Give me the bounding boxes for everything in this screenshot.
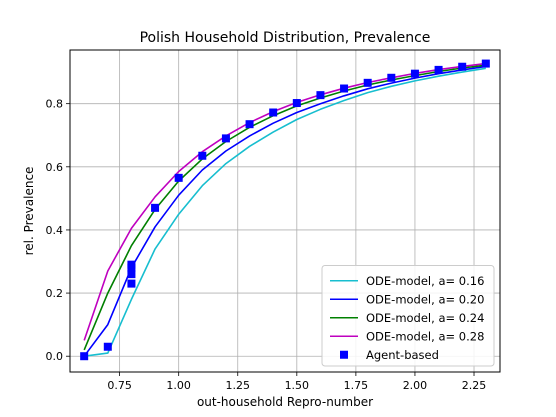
- x-tick-label: 1.25: [225, 379, 250, 392]
- y-axis-title: rel. Prevalence: [22, 167, 36, 256]
- legend-label: ODE-model, a= 0.20: [366, 292, 484, 306]
- agent-based-marker: [340, 84, 349, 93]
- x-tick-label: 2.25: [462, 379, 487, 392]
- y-tick-label: 0.6: [46, 161, 64, 174]
- agent-based-marker: [316, 91, 325, 100]
- agent-based-marker: [434, 65, 443, 74]
- x-tick-label: 1.00: [166, 379, 191, 392]
- y-tick-label: 0.8: [46, 98, 64, 111]
- agent-based-marker: [458, 62, 467, 71]
- plot-area-frame: [69, 49, 501, 373]
- agent-based-marker: [174, 173, 183, 182]
- agent-based-marker: [292, 99, 301, 108]
- legend-box: [321, 265, 495, 367]
- agent-based-marker: [127, 270, 136, 279]
- agent-based-marker: [269, 108, 278, 117]
- grid: [70, 50, 500, 372]
- agent-based-marker: [245, 120, 254, 129]
- agent-based-marker: [198, 151, 207, 160]
- legend-label: ODE-model, a= 0.16: [366, 274, 484, 288]
- agent-based-marker: [80, 352, 89, 361]
- agent-based-marker: [151, 203, 160, 212]
- agent-based-marker: [363, 78, 372, 87]
- plot-series: [80, 59, 490, 361]
- agent-based-marker: [221, 134, 230, 143]
- legend-label: ODE-model, a= 0.28: [366, 329, 484, 343]
- legend: ODE-model, a= 0.16 ODE-model, a= 0.20 ODE-…: [321, 265, 495, 367]
- agent-based-marker: [103, 342, 112, 351]
- chart-title: Polish Household Distribution, Prevalenc…: [140, 30, 431, 46]
- axis-ticks: 0.75 1.00 1.25 1.50 1.75 2.00 2.25 0.0 0.2 0.4 0.6…: [46, 98, 487, 392]
- legend-label: Agent-based: [366, 348, 439, 362]
- series-line-0: [84, 67, 486, 357]
- legend-swatch: [340, 350, 348, 359]
- agent-based-marker: [387, 73, 396, 82]
- x-tick-label: 1.75: [344, 379, 369, 392]
- legend-label: ODE-model, a= 0.24: [366, 311, 484, 325]
- x-tick-label: 1.50: [285, 379, 310, 392]
- y-tick-label: 0.4: [46, 224, 64, 237]
- agent-based-marker: [481, 59, 490, 68]
- x-axis-title: out-household Repro-number: [197, 395, 373, 409]
- y-tick-label: 0.2: [46, 287, 64, 300]
- agent-based-marker: [410, 69, 419, 78]
- x-tick-label: 2.00: [403, 379, 428, 392]
- y-tick-label: 0.0: [46, 350, 64, 363]
- agent-based-marker: [127, 279, 136, 288]
- agent-based-marker: [127, 260, 136, 269]
- x-tick-label: 0.75: [107, 379, 132, 392]
